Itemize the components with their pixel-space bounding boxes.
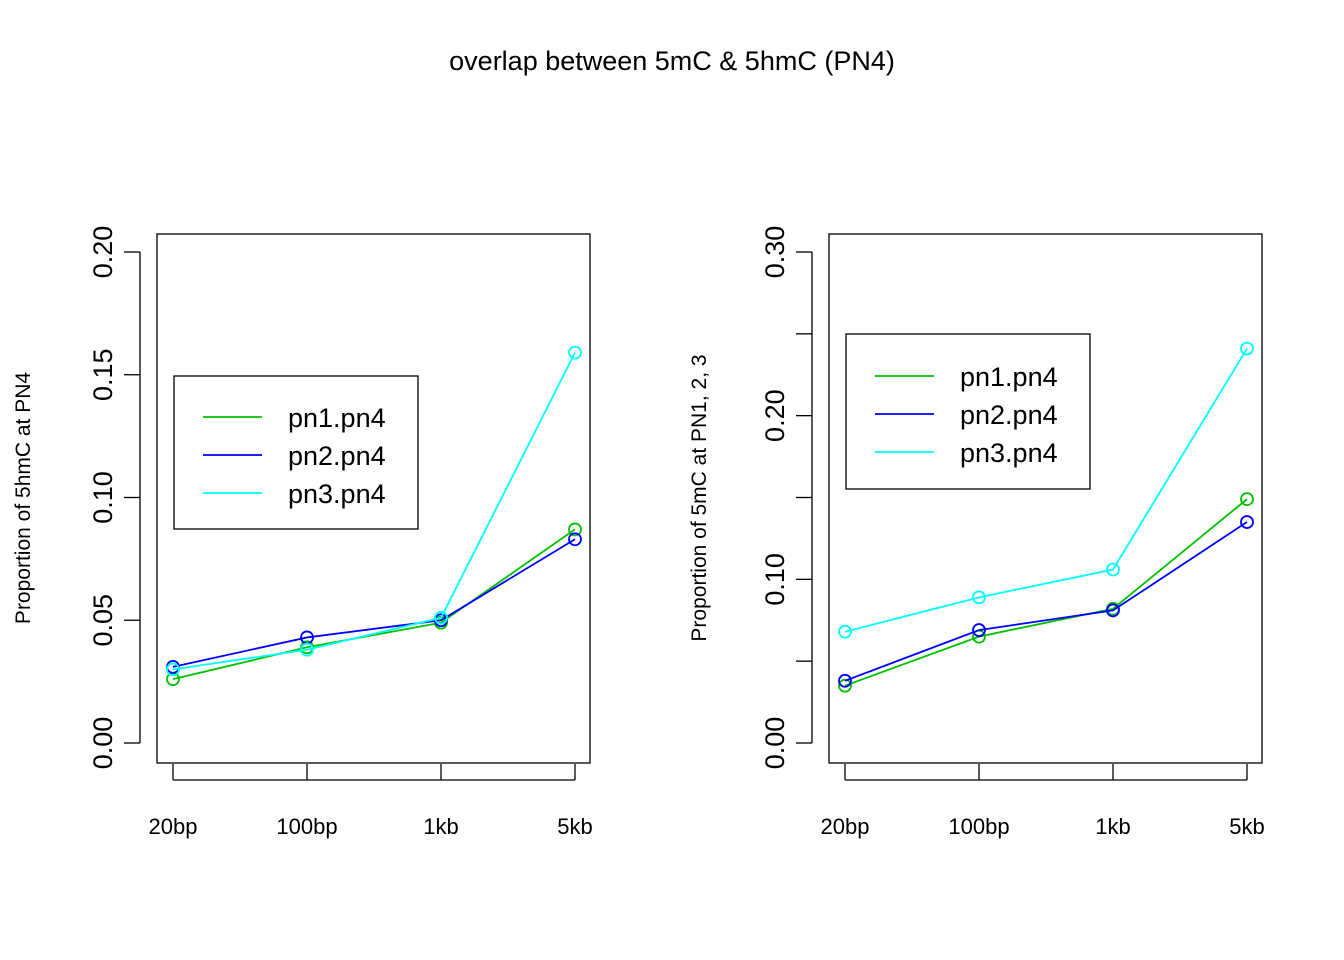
x-tick-label: 5kb [1229, 814, 1264, 839]
series-line-pn2-pn4 [172, 538, 576, 668]
plot-frame [156, 233, 591, 764]
data-point-pn3-pn4 [434, 610, 448, 625]
y-tick-label: 0.00 [760, 717, 790, 770]
data-point-pn3-pn4 [838, 624, 852, 639]
y-axis-label: Proportion of 5mC at PN1, 2, 3 [688, 354, 711, 641]
series-line-pn2-pn4 [844, 521, 1248, 682]
legend-box [173, 375, 419, 530]
x-tick-label: 100bp [948, 814, 1009, 839]
series-line-pn1-pn4 [172, 528, 576, 681]
data-point-pn2-pn4 [1240, 515, 1254, 529]
data-point-pn3-pn4 [300, 642, 314, 657]
x-tick-label: 5kb [557, 814, 592, 839]
x-tick-label: 100bp [276, 814, 337, 839]
legend-label: pn3.pn4 [960, 438, 1058, 468]
y-tick-label: 0.10 [760, 553, 790, 606]
data-point-pn2-pn4 [972, 623, 986, 637]
x-tick-label: 20bp [149, 814, 198, 839]
data-point-pn2-pn4 [1106, 603, 1120, 618]
data-point-pn1-pn4 [838, 678, 852, 693]
y-tick-label: 0.00 [88, 717, 118, 770]
x-tick-label: 1kb [423, 814, 458, 839]
y-tick-label: 0.30 [760, 226, 790, 279]
y-tick-label: 0.15 [88, 348, 118, 401]
data-point-pn3-pn4 [1106, 562, 1120, 577]
plot-frame [828, 233, 1263, 764]
data-point-pn3-pn4 [1240, 341, 1254, 356]
data-point-pn1-pn4 [1240, 492, 1254, 507]
y-tick-label: 0.05 [88, 594, 118, 647]
legend-box [845, 333, 1091, 490]
right-panel: 0.00 0.10 0.20 0.30 Proportion of 5mC at PN1… [688, 226, 1265, 839]
y-tick-label: 0.20 [88, 226, 118, 279]
legend-label: pn3.pn4 [288, 479, 386, 509]
data-point-pn3-pn4 [568, 345, 582, 360]
x-tick-label: 20bp [821, 814, 870, 839]
legend-label: pn2.pn4 [960, 400, 1058, 430]
legend-label: pn1.pn4 [288, 403, 386, 433]
legend-label: pn1.pn4 [960, 362, 1058, 392]
data-point-pn3-pn4 [166, 662, 180, 677]
left-panel: 0.00 0.05 0.10 0.15 0.20 Proportion of 5hmC a… [12, 226, 593, 839]
series-line-pn3-pn4 [172, 352, 576, 671]
y-tick-label: 0.20 [760, 389, 790, 442]
x-tick-label: 1kb [1095, 814, 1130, 839]
legend-label: pn2.pn4 [288, 441, 386, 471]
y-tick-label: 0.10 [88, 471, 118, 524]
data-point-pn2-pn4 [568, 532, 582, 547]
data-point-pn1-pn4 [568, 522, 582, 537]
series-line-pn3-pn4 [844, 348, 1248, 633]
data-point-pn2-pn4 [838, 673, 852, 688]
data-point-pn3-pn4 [972, 590, 986, 605]
figure-title: overlap between 5mC & 5hmC (PN4) [449, 46, 895, 76]
series-line-pn1-pn4 [844, 498, 1248, 687]
y-axis-label: Proportion of 5hmC at PN4 [12, 372, 35, 624]
